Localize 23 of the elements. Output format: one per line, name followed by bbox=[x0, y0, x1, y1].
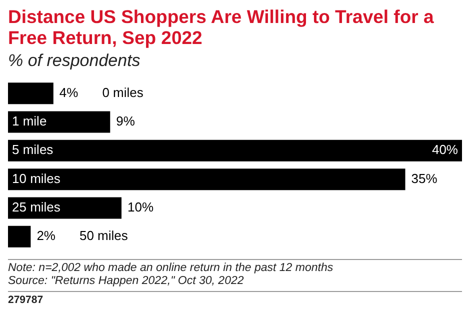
bar bbox=[8, 197, 122, 219]
y-tick-label: 1 mile bbox=[12, 114, 47, 129]
data-label: 4% bbox=[59, 84, 79, 100]
bar bbox=[8, 82, 54, 104]
data-label: 10% bbox=[128, 200, 154, 215]
y-tick-label: 0 miles bbox=[102, 84, 144, 100]
bar bbox=[8, 226, 31, 248]
y-tick-label: 10 miles bbox=[12, 170, 61, 186]
y-tick-label: 25 miles bbox=[12, 200, 61, 215]
bar bbox=[8, 140, 462, 162]
data-label: 2% bbox=[36, 228, 56, 244]
data-label: 9% bbox=[116, 114, 136, 129]
text: 279787 bbox=[8, 294, 44, 306]
data-label: 35% bbox=[411, 170, 438, 186]
y-tick-label: 5 miles bbox=[12, 142, 54, 158]
data-label: 40% bbox=[432, 142, 458, 158]
bar bbox=[8, 111, 110, 133]
text: Note: n=2,002 who made an online return in the past 12 months bbox=[8, 262, 334, 275]
chart-title: Distance US Shoppers Are Willing to Travel for a Free Return, Sep 2022 bbox=[8, 6, 435, 48]
chart-subtitle: % of respondents bbox=[8, 51, 142, 71]
bar bbox=[8, 168, 406, 190]
source-note: Source: "Returns Happen 2022," Oct 30, 2022 bbox=[8, 275, 245, 288]
y-tick-label: 50 miles bbox=[79, 228, 128, 244]
